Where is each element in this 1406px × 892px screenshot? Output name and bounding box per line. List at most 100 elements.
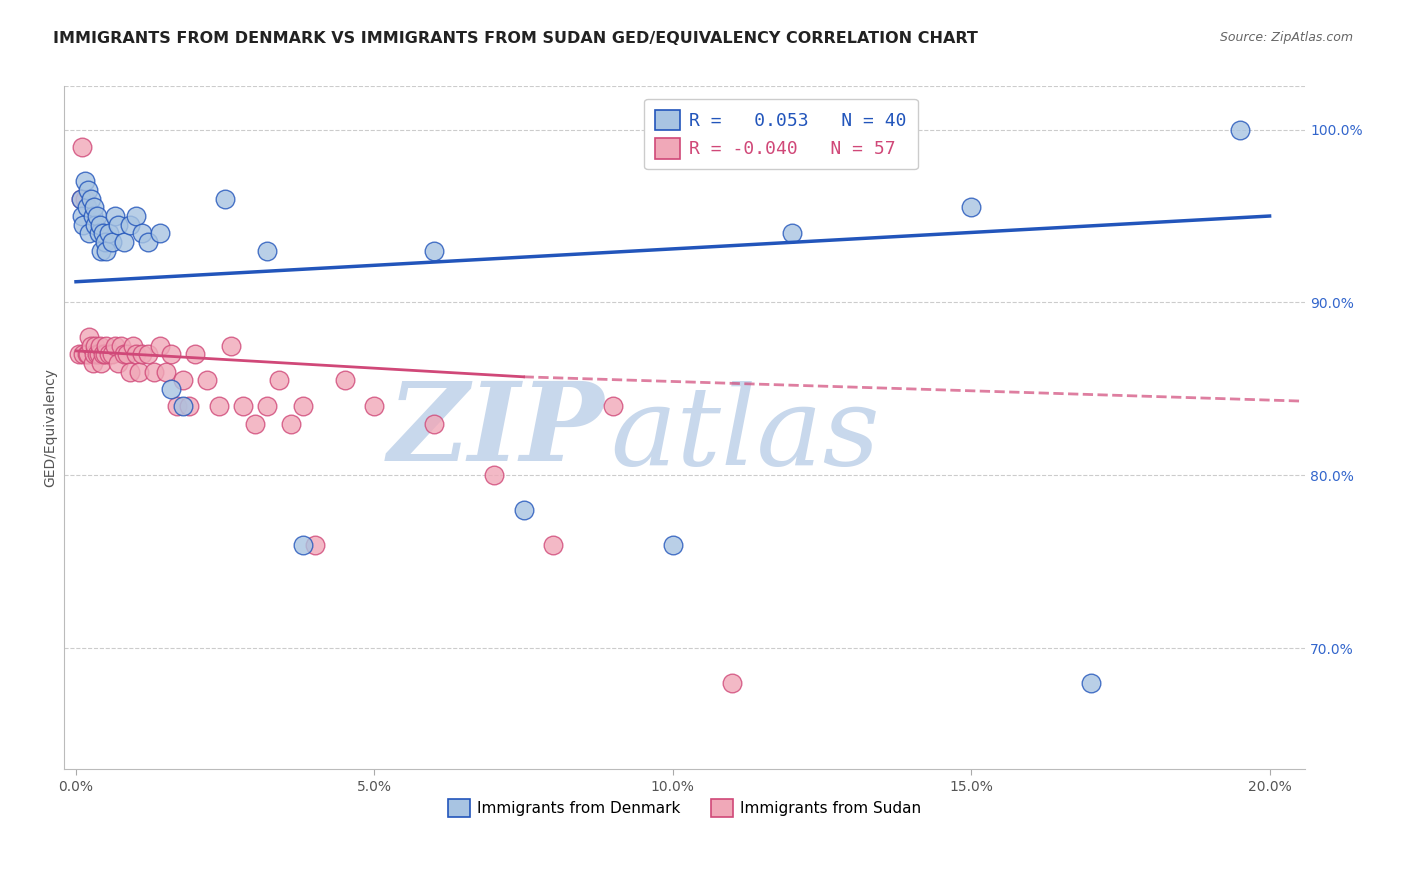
Point — [160, 382, 183, 396]
Point — [125, 347, 148, 361]
Point — [91, 347, 114, 361]
Point — [77, 330, 100, 344]
Point — [70, 140, 93, 154]
Point — [73, 174, 96, 188]
Point — [291, 399, 314, 413]
Point — [76, 200, 98, 214]
Point — [110, 339, 132, 353]
Point — [142, 365, 165, 379]
Point — [104, 209, 127, 223]
Point — [155, 365, 177, 379]
Point — [89, 218, 111, 232]
Point — [304, 537, 326, 551]
Point — [69, 192, 91, 206]
Point — [94, 244, 117, 258]
Point — [512, 503, 534, 517]
Point — [280, 417, 302, 431]
Point — [960, 200, 983, 214]
Point — [94, 339, 117, 353]
Point — [243, 417, 266, 431]
Point — [72, 218, 94, 232]
Point — [77, 347, 100, 361]
Point — [91, 227, 114, 241]
Text: atlas: atlas — [610, 381, 880, 489]
Point — [104, 339, 127, 353]
Point — [84, 218, 107, 232]
Point — [128, 365, 150, 379]
Point — [256, 244, 278, 258]
Point — [112, 235, 135, 249]
Point — [87, 227, 110, 241]
Point — [136, 235, 159, 249]
Point — [83, 347, 105, 361]
Point — [73, 192, 96, 206]
Point — [93, 235, 115, 249]
Point — [721, 676, 744, 690]
Point — [136, 347, 159, 361]
Point — [172, 399, 194, 413]
Point — [82, 209, 104, 223]
Point — [118, 218, 141, 232]
Point — [256, 399, 278, 413]
Point — [89, 339, 111, 353]
Legend: Immigrants from Denmark, Immigrants from Sudan: Immigrants from Denmark, Immigrants from… — [441, 793, 928, 823]
Point — [184, 347, 207, 361]
Point — [101, 347, 124, 361]
Point — [166, 399, 188, 413]
Point — [121, 339, 143, 353]
Point — [172, 373, 194, 387]
Point — [333, 373, 356, 387]
Point — [543, 537, 565, 551]
Point — [77, 227, 100, 241]
Point — [86, 209, 108, 223]
Point — [70, 209, 93, 223]
Point — [232, 399, 254, 413]
Point — [87, 347, 110, 361]
Point — [107, 356, 129, 370]
Point — [423, 417, 446, 431]
Point — [90, 244, 112, 258]
Point — [131, 227, 153, 241]
Point — [76, 347, 98, 361]
Point — [195, 373, 218, 387]
Point — [160, 347, 183, 361]
Point — [219, 339, 242, 353]
Point — [125, 209, 148, 223]
Text: ZIP: ZIP — [388, 377, 605, 485]
Point — [80, 192, 103, 206]
Point — [77, 183, 100, 197]
Point — [101, 235, 124, 249]
Point — [131, 347, 153, 361]
Point — [86, 347, 108, 361]
Text: IMMIGRANTS FROM DENMARK VS IMMIGRANTS FROM SUDAN GED/EQUIVALENCY CORRELATION CHA: IMMIGRANTS FROM DENMARK VS IMMIGRANTS FR… — [53, 31, 979, 46]
Point — [267, 373, 290, 387]
Point — [93, 347, 115, 361]
Point — [179, 399, 201, 413]
Text: Source: ZipAtlas.com: Source: ZipAtlas.com — [1219, 31, 1353, 45]
Point — [1229, 122, 1251, 136]
Point — [72, 347, 94, 361]
Point — [107, 218, 129, 232]
Point — [115, 347, 138, 361]
Point — [423, 244, 446, 258]
Point — [662, 537, 685, 551]
Point — [118, 365, 141, 379]
Point — [90, 356, 112, 370]
Point — [69, 192, 91, 206]
Point — [363, 399, 385, 413]
Point — [291, 537, 314, 551]
Point — [97, 347, 120, 361]
Point — [84, 339, 107, 353]
Point — [83, 200, 105, 214]
Point — [148, 227, 170, 241]
Point — [208, 399, 231, 413]
Point — [82, 356, 104, 370]
Y-axis label: GED/Equivalency: GED/Equivalency — [44, 368, 58, 487]
Point — [148, 339, 170, 353]
Point — [482, 468, 505, 483]
Point — [1080, 676, 1102, 690]
Point — [67, 347, 90, 361]
Point — [97, 227, 120, 241]
Point — [214, 192, 236, 206]
Point — [80, 339, 103, 353]
